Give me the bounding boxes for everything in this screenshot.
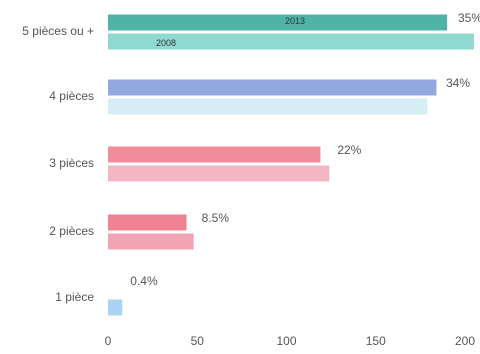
bar-2-pi-ces-2013	[108, 214, 187, 231]
data-label-3-pi-ces: 22%	[337, 143, 361, 157]
bar-4-pi-ces-2008	[108, 98, 428, 115]
x-tick-label-50: 50	[191, 334, 205, 348]
bar-5-pi-ces-ou-2013	[108, 14, 448, 31]
bar-2-pi-ces-2008	[108, 233, 194, 250]
x-tick-label-0: 0	[105, 334, 112, 348]
data-label-2-pi-ces: 8.5%	[202, 211, 230, 225]
series-label-2013: 2013	[285, 16, 305, 26]
category-label-4-pi-ces: 4 pièces	[49, 89, 94, 103]
data-label-1-pi-ce: 0.4%	[130, 274, 158, 288]
x-tick-label-100: 100	[276, 334, 296, 348]
category-label-1-pi-ce: 1 pièce	[55, 290, 94, 304]
series-label-2008: 2008	[156, 38, 176, 48]
x-tick-label-150: 150	[366, 334, 386, 348]
bar-1-pi-ce-2008	[108, 299, 123, 316]
bar-3-pi-ces-2008	[108, 165, 330, 182]
bar-5-pi-ces-ou-2008	[108, 33, 474, 50]
category-label-2-pi-ces: 2 pièces	[49, 224, 94, 238]
data-label-5-pi-ces-ou: 35%	[458, 11, 480, 25]
data-label-4-pi-ces: 34%	[446, 76, 470, 90]
bar-4-pi-ces-2013	[108, 79, 437, 96]
bar-3-pi-ces-2013	[108, 146, 321, 163]
category-label-5-pi-ces-ou: 5 pièces ou +	[22, 24, 94, 38]
category-label-3-pi-ces: 3 pièces	[49, 156, 94, 170]
x-tick-label-200: 200	[455, 334, 475, 348]
